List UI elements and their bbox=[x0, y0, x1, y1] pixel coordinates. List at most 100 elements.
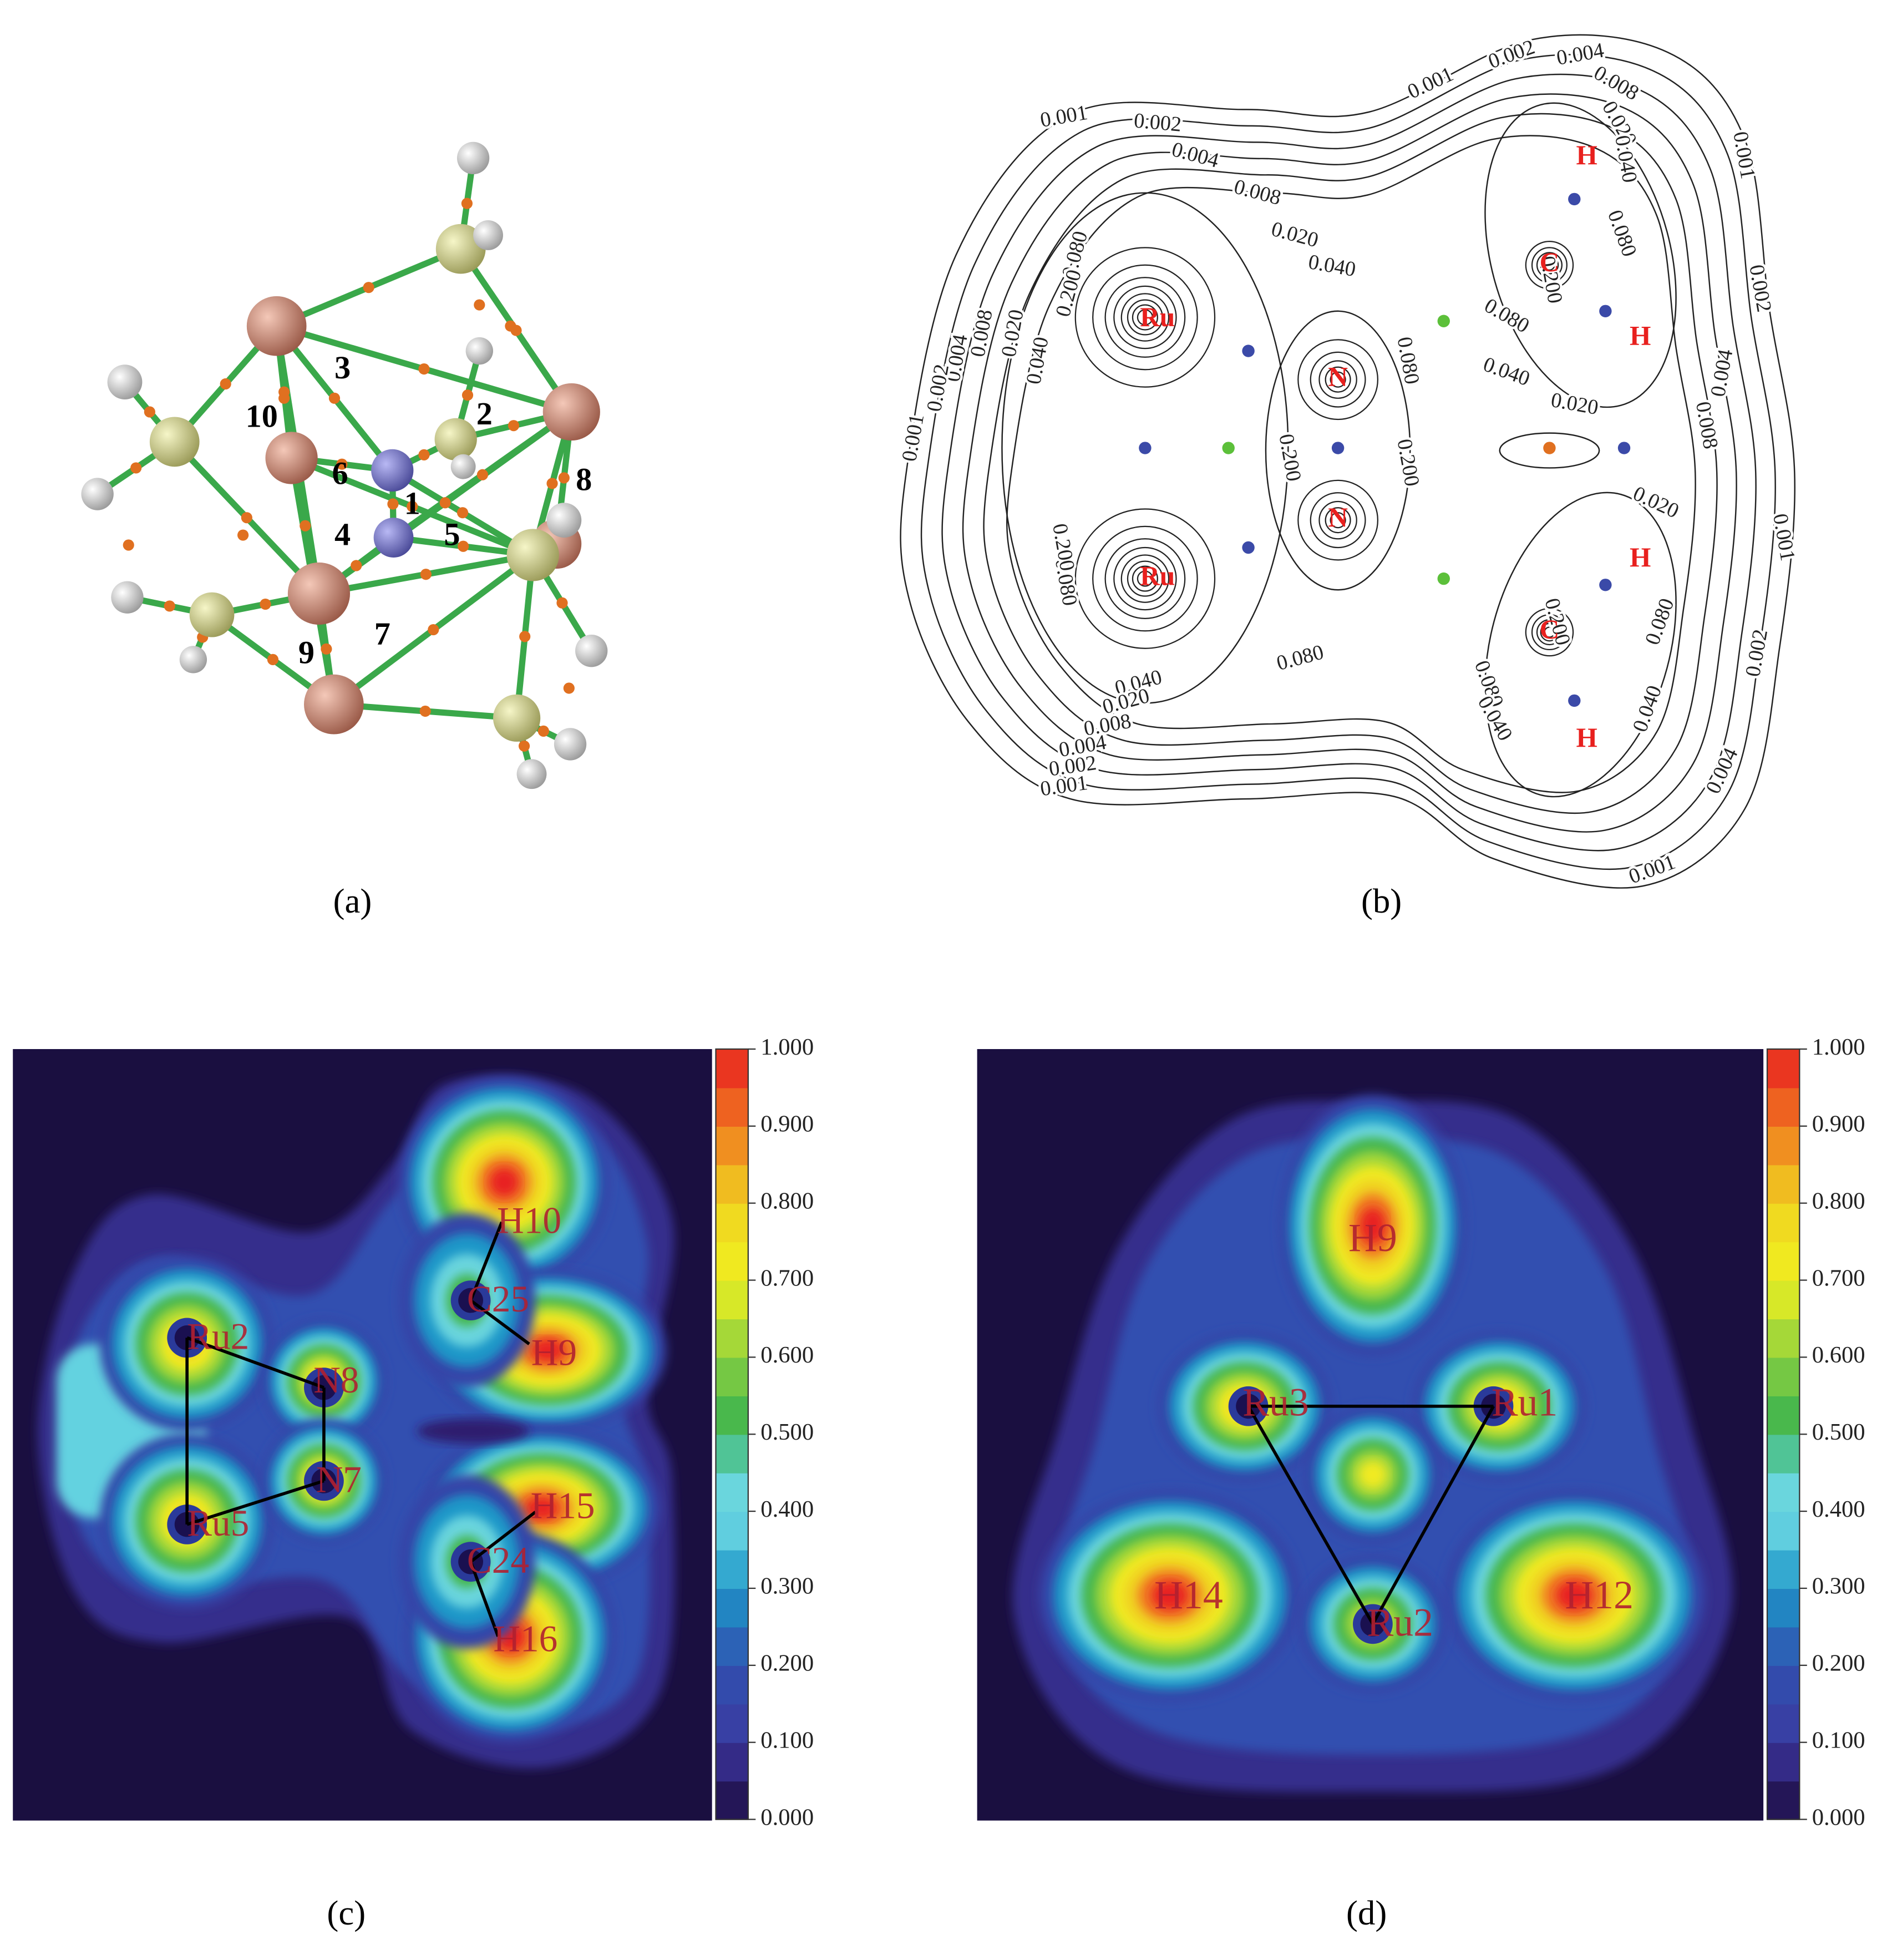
atom-label: H bbox=[1630, 320, 1651, 351]
atom bbox=[542, 383, 600, 441]
contour bbox=[1120, 554, 1170, 603]
colorbar-band bbox=[1767, 1472, 1800, 1512]
critical-point bbox=[278, 392, 290, 404]
contour bbox=[1531, 614, 1568, 651]
critical-point bbox=[267, 654, 279, 665]
contour bbox=[1092, 264, 1198, 371]
atom-number: 5 bbox=[444, 516, 460, 552]
contour bbox=[1104, 538, 1186, 619]
atom bbox=[107, 364, 143, 400]
contour-label: 0.001 bbox=[1768, 512, 1799, 563]
atom bbox=[506, 529, 559, 581]
critical-point bbox=[474, 299, 485, 311]
contour-label: 0.001 bbox=[1404, 62, 1457, 103]
critical-point bbox=[458, 540, 469, 552]
panel-a: 1 2 3 4 5 6 7 8 9 10 bbox=[81, 141, 608, 789]
field bbox=[489, 1167, 519, 1197]
colorbar-band bbox=[716, 1242, 748, 1281]
caption: (c) bbox=[327, 1893, 366, 1932]
colorbar-band bbox=[1767, 1318, 1800, 1358]
critical-point bbox=[420, 569, 432, 580]
critical-point bbox=[1437, 315, 1450, 327]
contour bbox=[1001, 192, 1289, 704]
colorbar-band bbox=[1767, 1203, 1800, 1243]
critical-point bbox=[428, 624, 439, 636]
atom bbox=[149, 417, 200, 467]
atom bbox=[493, 694, 541, 742]
critical-point bbox=[351, 560, 362, 571]
critical-point bbox=[1599, 305, 1612, 318]
colorbar-band bbox=[716, 1704, 748, 1743]
colorbar-band bbox=[1767, 1087, 1800, 1127]
critical-point bbox=[476, 469, 489, 480]
critical-point bbox=[461, 197, 473, 209]
critical-point bbox=[300, 520, 311, 531]
contour bbox=[1074, 247, 1216, 388]
critical-point bbox=[1617, 442, 1631, 454]
colorbar-band bbox=[716, 1049, 748, 1088]
colorbar-label: 0.400 bbox=[1812, 1496, 1865, 1522]
critical-point bbox=[321, 643, 332, 655]
critical-point bbox=[387, 498, 399, 510]
bond bbox=[1371, 1405, 1495, 1625]
critical-point bbox=[144, 406, 155, 418]
colorbar-band bbox=[1767, 1357, 1800, 1396]
contour-label: 0.040 bbox=[1473, 692, 1517, 745]
atom bbox=[554, 728, 587, 761]
atom bbox=[111, 581, 144, 614]
colorbar-band bbox=[716, 1472, 748, 1512]
atom-number: 3 bbox=[334, 350, 351, 386]
colorbar-label: 0.400 bbox=[760, 1496, 814, 1522]
critical-point bbox=[1599, 579, 1612, 591]
atom-label: H15 bbox=[531, 1485, 595, 1526]
colorbar-label: 0.700 bbox=[760, 1265, 814, 1291]
field bbox=[1360, 1207, 1386, 1244]
atom bbox=[434, 418, 477, 460]
contour bbox=[1265, 310, 1411, 591]
contour bbox=[1120, 293, 1170, 342]
contour bbox=[1484, 102, 1677, 408]
atom-label: C bbox=[1540, 614, 1560, 645]
colorbar-band bbox=[716, 1511, 748, 1551]
map: H9 Ru3 Ru1 H14 Ru2 H12 bbox=[977, 1049, 1764, 1821]
colorbar-band bbox=[1767, 1549, 1800, 1589]
colorbar-band bbox=[716, 1280, 748, 1320]
critical-point bbox=[1568, 193, 1581, 206]
contour bbox=[1325, 366, 1351, 393]
critical-point bbox=[508, 420, 520, 432]
contour bbox=[1137, 309, 1153, 326]
contour bbox=[1318, 360, 1357, 399]
contour bbox=[1104, 277, 1186, 358]
atom bbox=[189, 592, 235, 637]
colorbar-band bbox=[1767, 1742, 1800, 1782]
critical-point bbox=[418, 449, 430, 460]
colorbar-band bbox=[716, 1087, 748, 1127]
contour bbox=[1499, 432, 1600, 469]
critical-point bbox=[1568, 694, 1581, 707]
contour bbox=[1092, 525, 1198, 632]
critical-point bbox=[363, 282, 374, 293]
contour bbox=[941, 73, 1757, 852]
contour-label: 0.001 bbox=[897, 412, 929, 463]
contour bbox=[1127, 560, 1163, 597]
atom-label: N8 bbox=[313, 1359, 359, 1401]
atom-label: Ru1 bbox=[1492, 1380, 1558, 1424]
atom-number: 9 bbox=[298, 635, 315, 671]
panel-d: H9 Ru3 Ru1 H14 Ru2 H12 1.000 0.900 0.800 0.700 0.6… bbox=[977, 1034, 1865, 1830]
colorbar-band bbox=[716, 1781, 748, 1820]
critical-point bbox=[123, 539, 134, 551]
bond bbox=[186, 1479, 324, 1526]
atom bbox=[287, 562, 351, 625]
colorbar-band bbox=[716, 1665, 748, 1705]
critical-point bbox=[1242, 541, 1255, 554]
contour bbox=[1127, 299, 1163, 336]
colorbar-label: 0.900 bbox=[760, 1111, 814, 1137]
atom-label: N bbox=[1328, 361, 1348, 392]
colorbar-band bbox=[716, 1742, 748, 1782]
bond bbox=[469, 1299, 530, 1345]
colorbar-band bbox=[716, 1203, 748, 1243]
atom bbox=[465, 337, 493, 365]
colorbar-band bbox=[1767, 1434, 1800, 1473]
bond bbox=[469, 1561, 500, 1637]
contour-label: 0.040 bbox=[1628, 682, 1666, 735]
